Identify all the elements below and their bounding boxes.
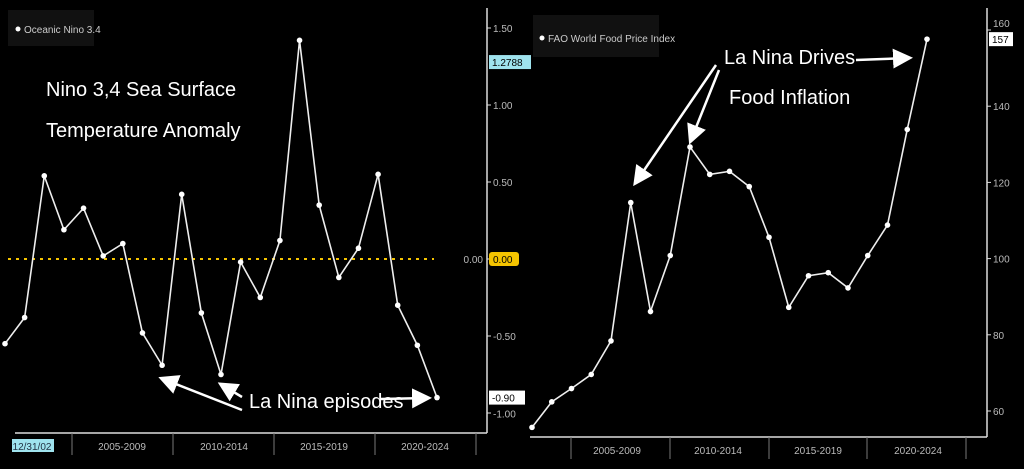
x-tick-label: 12/31/02 — [13, 442, 52, 453]
data-point — [785, 304, 792, 311]
data-point — [904, 126, 911, 133]
data-point — [257, 294, 264, 301]
legend-marker — [15, 26, 21, 32]
y-tick-label: 1.00 — [493, 101, 513, 112]
data-point — [548, 399, 555, 405]
data-point — [627, 199, 634, 206]
data-point — [687, 144, 693, 150]
data-point — [178, 191, 185, 198]
x-tick-label: 2005-2009 — [98, 442, 146, 453]
data-point — [2, 340, 8, 347]
data-point — [237, 259, 244, 265]
data-point — [316, 202, 322, 208]
data-point — [375, 171, 381, 178]
annotation-arrow — [687, 69, 721, 145]
legend-label: FAO World Food Price Index — [548, 34, 675, 45]
y-tick-label: 60 — [993, 407, 1005, 418]
y-tick-label: 80 — [993, 331, 1005, 342]
data-point — [766, 234, 772, 241]
data-point — [588, 371, 595, 378]
value-badge-label: 157 — [992, 35, 1009, 46]
data-point — [706, 171, 713, 178]
nino-chart-panel: Oceanic Nino 3.4 Nino 3,4 Sea Surface Te… — [2, 8, 531, 455]
data-point — [21, 314, 28, 321]
data-point — [277, 237, 283, 244]
food-price-chart-panel: FAO World Food Price Index La Nina Drive… — [529, 8, 1013, 459]
data-point — [726, 168, 733, 175]
y-tick-label: 120 — [993, 178, 1010, 189]
annotation-arrow — [380, 388, 432, 409]
annotation-la-nina-episodes: La Nina episodes — [249, 391, 404, 413]
data-point — [825, 269, 832, 276]
data-point — [805, 272, 812, 279]
value-badge — [489, 390, 525, 405]
y-tick-label: 0.00 — [464, 255, 484, 266]
x-tick-label: 2005-2009 — [593, 446, 641, 457]
x-tick-label: 2015-2019 — [300, 442, 348, 453]
annotation-arrow — [855, 48, 913, 69]
data-point — [159, 362, 165, 369]
data-point — [336, 274, 342, 281]
data-point — [434, 394, 440, 401]
data-point — [845, 285, 851, 291]
data-point — [924, 36, 930, 42]
data-point — [80, 205, 87, 211]
data-point — [139, 330, 146, 336]
legend-marker — [539, 35, 545, 41]
data-point — [647, 308, 654, 315]
data-point — [198, 310, 205, 316]
y-tick-label: -1.00 — [493, 410, 516, 421]
x-tick-label: 2020-2024 — [894, 446, 942, 457]
data-point — [41, 173, 48, 179]
annotation-arrow — [217, 382, 243, 402]
data-point — [884, 222, 891, 228]
y-tick-label: 140 — [993, 102, 1010, 113]
data-point — [100, 253, 106, 259]
y-tick-label: 100 — [993, 255, 1010, 266]
annotation-arrow — [633, 64, 718, 187]
reference-badge-label: 0.00 — [493, 255, 513, 266]
x-tick-label: 2015-2019 — [794, 446, 842, 457]
y-tick-label: 1.50 — [493, 24, 513, 35]
legend-box — [533, 15, 659, 57]
x-tick-label: 2010-2014 — [694, 446, 742, 457]
data-point — [529, 424, 535, 431]
chart-title-line1: Nino 3,4 Sea Surface — [46, 79, 236, 101]
chart-title-line2: Food Inflation — [729, 87, 850, 109]
data-point — [864, 252, 871, 259]
y-tick-label: 160 — [993, 19, 1010, 30]
data-point — [746, 183, 753, 190]
x-tick-label: 2020-2024 — [401, 442, 449, 453]
chart-title-line2: Temperature Anomaly — [46, 120, 241, 142]
y-tick-label: -0.50 — [493, 332, 516, 343]
annotation-arrow — [158, 375, 243, 412]
x-tick-label: 2010-2014 — [200, 442, 248, 453]
date-badge — [12, 439, 54, 452]
value-badge-label: -0.90 — [492, 394, 515, 405]
chart-title-line1: La Nina Drives — [724, 47, 855, 69]
reference-badge — [489, 252, 519, 266]
data-point — [608, 338, 614, 344]
value-badge-label: 1.2788 — [492, 58, 523, 69]
data-point — [61, 226, 67, 233]
legend-box — [8, 10, 94, 46]
value-badge — [989, 32, 1013, 47]
legend-label: Oceanic Nino 3.4 — [24, 25, 101, 36]
value-badge — [489, 55, 531, 70]
y-tick-label: 0.50 — [493, 178, 513, 189]
data-point — [394, 302, 401, 309]
data-point — [296, 37, 303, 44]
data-point — [355, 245, 362, 252]
data-point — [414, 342, 421, 349]
data-point — [120, 240, 126, 247]
data-point — [218, 371, 224, 378]
data-point — [667, 252, 674, 259]
data-point — [568, 385, 575, 392]
